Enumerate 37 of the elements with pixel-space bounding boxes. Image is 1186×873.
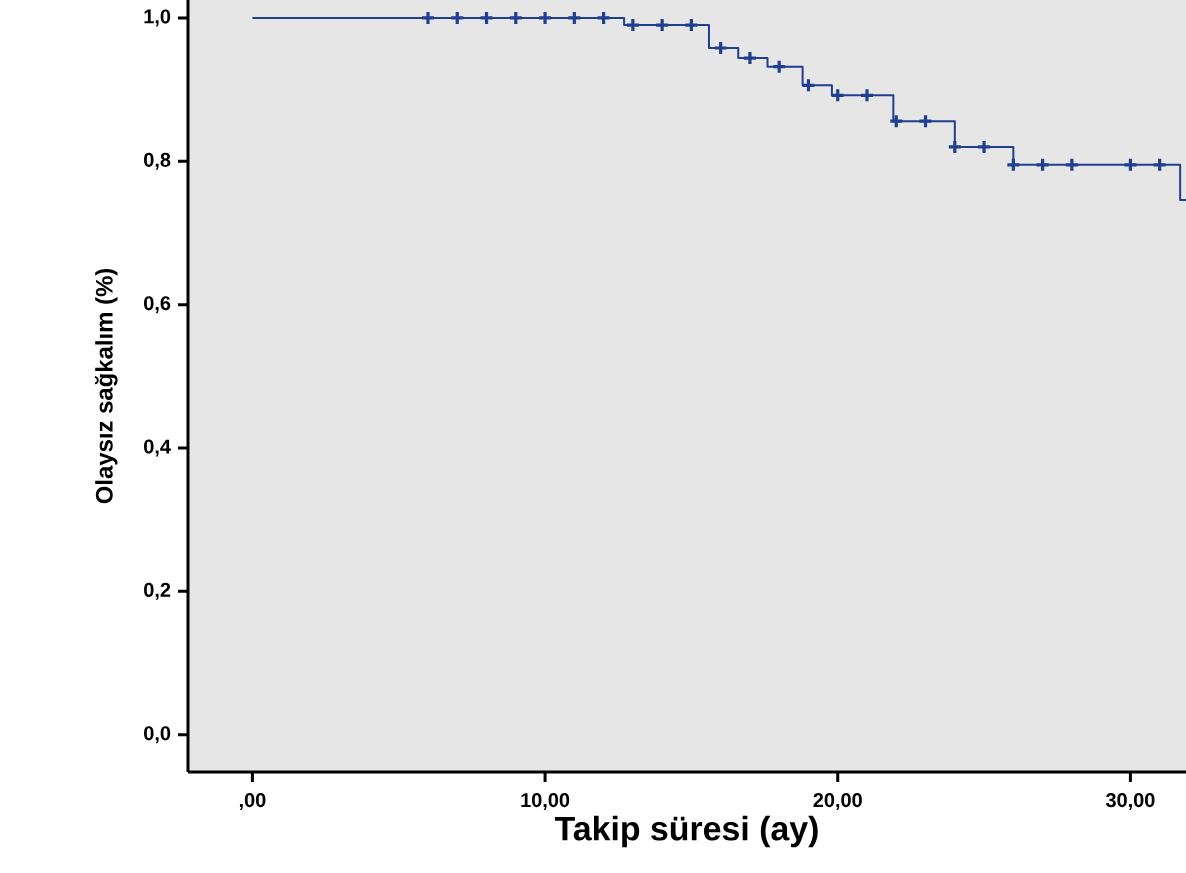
y-tick-label: 0,8 <box>144 152 171 170</box>
point <box>800 77 817 93</box>
point <box>830 87 846 103</box>
point <box>1064 157 1080 173</box>
x-tick-label: 20,00 <box>813 793 862 811</box>
point <box>683 17 699 33</box>
y-tick-label: 0,6 <box>144 296 171 314</box>
point <box>859 87 875 103</box>
y-tick-label: 0,4 <box>144 439 171 457</box>
y-tick-label: 0,0 <box>144 726 171 744</box>
x-tick-label: 10,00 <box>521 793 570 811</box>
point <box>566 10 582 26</box>
point <box>1152 157 1168 173</box>
y-tick-label: 0,2 <box>144 582 171 600</box>
point <box>917 113 934 129</box>
x-axis-title: Takip süresi (ay) <box>554 815 818 848</box>
point <box>713 40 729 56</box>
point <box>888 113 904 129</box>
x-tick-label: ,00 <box>239 793 266 811</box>
point <box>420 10 436 26</box>
point <box>742 50 758 66</box>
y-axis-title: Olaysız sağkalım (%) <box>94 268 118 504</box>
point <box>947 139 963 155</box>
y-tick-label: 1,0 <box>144 9 171 27</box>
point <box>976 139 992 155</box>
point <box>1035 157 1051 173</box>
point <box>478 10 495 26</box>
point <box>654 17 670 33</box>
point <box>595 10 612 26</box>
point <box>1122 157 1139 173</box>
point <box>1005 157 1021 173</box>
point <box>508 10 524 26</box>
x-tick-label: 30,00 <box>1105 793 1155 811</box>
point <box>625 17 641 33</box>
point <box>771 59 787 75</box>
point <box>537 10 553 26</box>
point <box>449 10 465 26</box>
